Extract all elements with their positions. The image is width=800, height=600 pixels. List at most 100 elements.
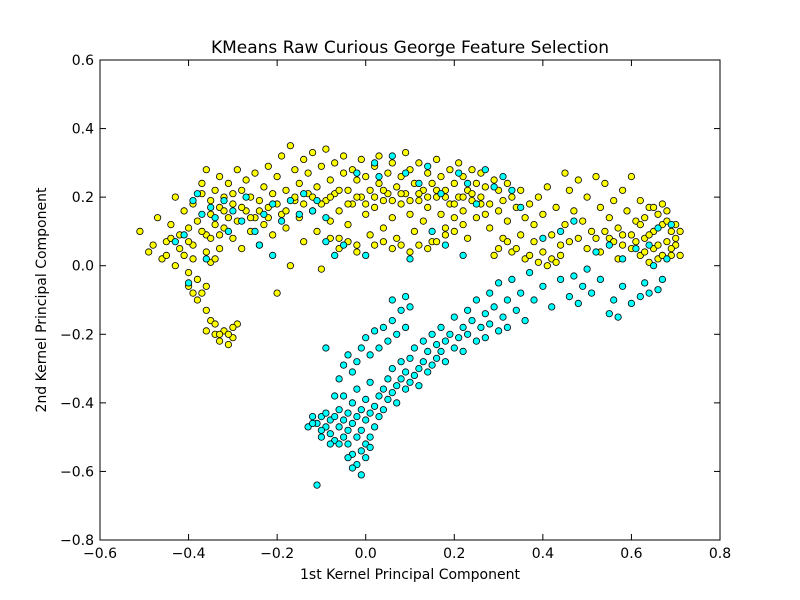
- scatter-point-series-2: [406, 255, 414, 263]
- scatter-point-series-2: [618, 255, 627, 263]
- scatter-point-series-2: [579, 282, 587, 290]
- scatter-point-series-1: [216, 231, 224, 239]
- y-tick-label: −0.2: [60, 327, 94, 343]
- scatter-point-series-1: [260, 183, 268, 191]
- scatter-point-series-1: [441, 231, 449, 239]
- scatter-point-series-1: [490, 176, 498, 184]
- y-axis-label: 2nd Kernel Principal Component: [34, 187, 50, 412]
- ticks-layer: −0.6 −0.4 −0.2 0.0 0.2 0.4 0.6 0.8−0.8−0.6−0.4−…: [60, 53, 731, 562]
- scatter-point-series-2: [344, 351, 352, 359]
- scatter-point-series-1: [614, 224, 622, 232]
- scatter-point-series-1: [610, 197, 618, 205]
- scatter-point-series-2: [326, 440, 334, 448]
- scatter-point-series-2: [313, 481, 321, 489]
- scatter-point-series-2: [481, 334, 489, 342]
- scatter-point-series-1: [618, 231, 627, 239]
- scatter-point-series-2: [618, 282, 627, 290]
- scatter-point-series-2: [393, 399, 401, 407]
- scatter-point-series-1: [366, 231, 374, 239]
- scatter-point-series-1: [370, 241, 379, 249]
- scatter-point-series-1: [366, 186, 374, 194]
- scatter-point-series-2: [428, 227, 436, 235]
- scatter-point-series-1: [202, 306, 210, 314]
- scatter-point-series-2: [322, 214, 330, 222]
- scatter-point-series-2: [308, 207, 317, 215]
- scatter-point-series-1: [490, 251, 498, 259]
- scatter-point-series-2: [375, 344, 383, 352]
- scatter-point-series-2: [366, 351, 374, 359]
- scatter-point-series-1: [379, 186, 387, 194]
- scatter-point-series-2: [388, 364, 396, 373]
- scatter-point-series-1: [216, 173, 224, 181]
- scatter-point-series-2: [415, 364, 423, 373]
- scatter-point-series-2: [437, 347, 445, 355]
- scatter-point-series-1: [424, 193, 432, 201]
- scatter-point-series-1: [344, 200, 352, 208]
- scatter-point-series-2: [570, 217, 578, 225]
- scatter-point-series-1: [406, 248, 414, 256]
- scatter-point-series-2: [627, 299, 636, 307]
- scatter-point-series-1: [410, 227, 418, 235]
- scatter-point-series-2: [339, 392, 348, 400]
- scatter-point-series-2: [277, 217, 286, 225]
- scatter-point-series-1: [207, 197, 215, 205]
- scatter-point-series-1: [154, 214, 162, 222]
- scatter-point-series-1: [353, 248, 361, 256]
- scatter-point-series-1: [353, 193, 361, 201]
- scatter-point-series-1: [185, 224, 193, 232]
- scatter-point-series-1: [269, 190, 277, 198]
- chart-title: KMeans Raw Curious George Feature Select…: [211, 38, 609, 58]
- scatter-point-series-1: [216, 330, 224, 338]
- scatter-point-series-2: [375, 392, 383, 400]
- scatter-point-series-2: [556, 275, 565, 283]
- scatter-point-series-1: [313, 227, 321, 235]
- scatter-point-series-1: [649, 203, 658, 211]
- scatter-point-series-2: [406, 303, 414, 311]
- scatter-point-series-2: [455, 334, 463, 342]
- scatter-point-series-1: [543, 262, 551, 270]
- scatter-point-series-2: [477, 323, 485, 331]
- scatter-point-series-1: [176, 245, 184, 253]
- scatter-point-series-2: [556, 227, 565, 235]
- scatter-point-series-2: [587, 289, 596, 297]
- scatter-point-series-2: [503, 296, 511, 304]
- scatter-point-series-1: [335, 186, 343, 194]
- scatter-point-series-2: [193, 190, 201, 198]
- scatter-point-series-1: [189, 255, 197, 263]
- scatter-point-series-2: [251, 227, 259, 235]
- scatter-point-series-1: [198, 179, 206, 187]
- scatter-point-series-2: [348, 368, 356, 376]
- scatter-point-series-2: [313, 197, 321, 205]
- scatter-point-series-1: [353, 176, 361, 184]
- scatter-point-series-2: [401, 385, 410, 393]
- scatter-point-series-1: [282, 207, 290, 215]
- scatter-point-series-1: [229, 190, 237, 198]
- scatter-point-series-2: [384, 337, 392, 345]
- scatter-point-series-1: [543, 183, 551, 191]
- scatter-point-series-1: [193, 217, 201, 225]
- x-tick-label: 0.0: [355, 546, 377, 562]
- scatter-point-series-1: [424, 203, 432, 211]
- x-tick-label: −0.2: [260, 546, 294, 562]
- scatter-point-series-2: [472, 296, 480, 304]
- x-tick-label: 0.6: [620, 546, 642, 562]
- scatter-point-series-1: [627, 173, 636, 181]
- scatter-point-series-2: [286, 197, 294, 205]
- scatter-point-series-1: [291, 166, 299, 174]
- scatter-point-series-2: [508, 186, 516, 194]
- scatter-point-series-2: [357, 426, 365, 434]
- scatter-point-series-1: [397, 190, 405, 198]
- scatter-point-series-1: [455, 159, 463, 167]
- scatter-point-series-2: [375, 412, 383, 421]
- scatter-point-series-1: [450, 200, 458, 208]
- scatter-point-series-2: [570, 272, 578, 280]
- scatter-point-series-1: [570, 207, 578, 215]
- scatter-point-series-2: [424, 368, 432, 376]
- scatter-point-series-2: [317, 426, 325, 434]
- scatter-point-series-1: [255, 197, 263, 205]
- scatter-point-series-1: [432, 155, 441, 163]
- scatter-point-series-1: [450, 179, 458, 187]
- scatter-point-series-2: [242, 193, 250, 201]
- scatter-point-series-1: [308, 149, 317, 157]
- scatter-point-series-2: [406, 378, 414, 386]
